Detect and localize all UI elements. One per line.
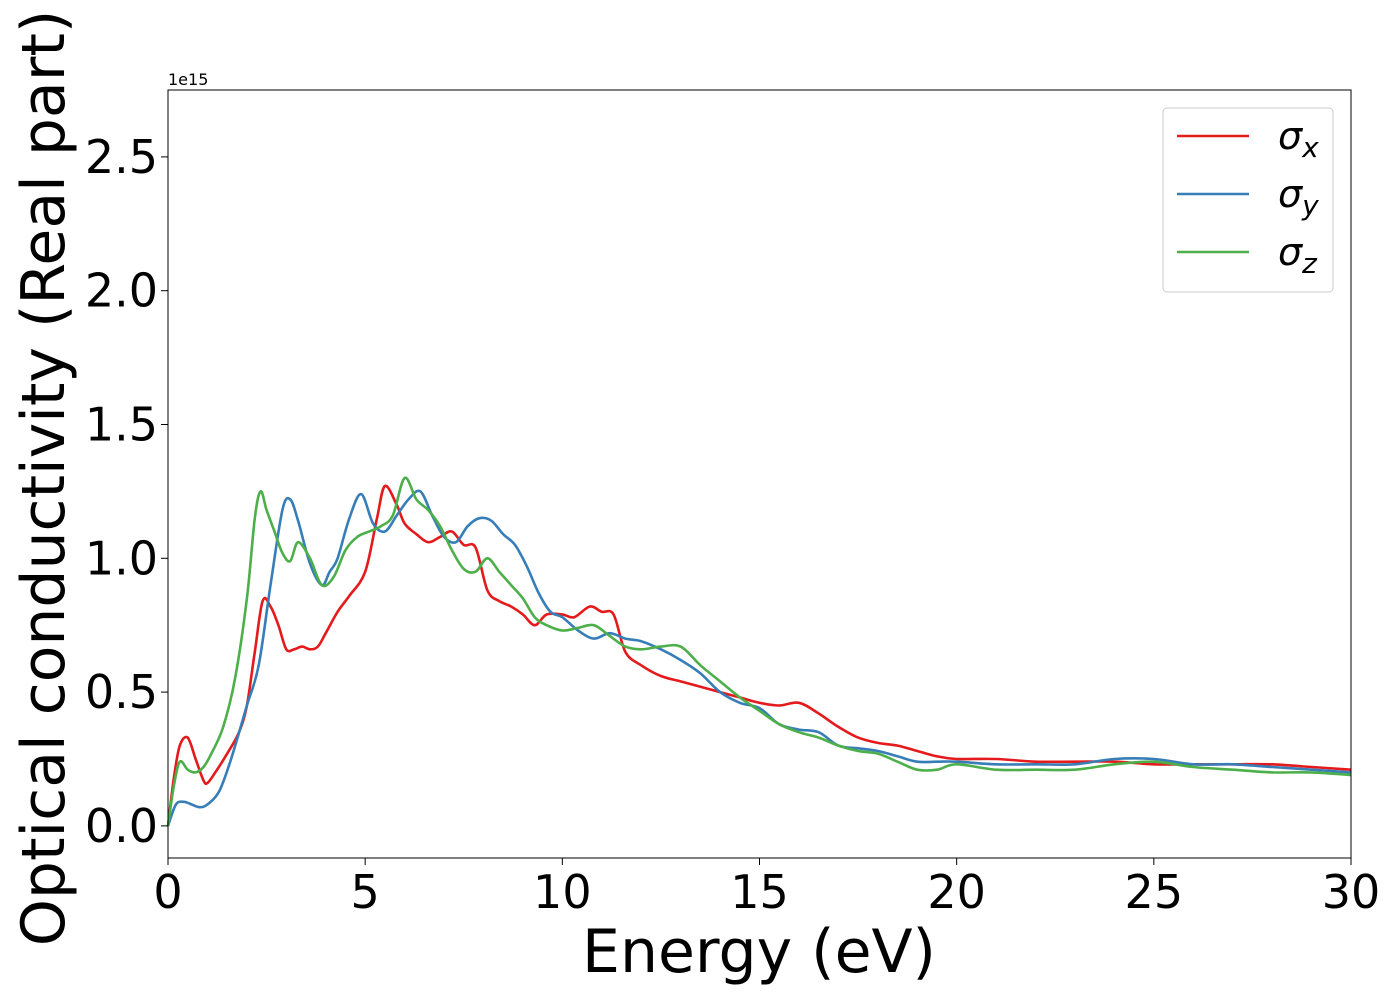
- legend: σx σy σz: [1162, 107, 1334, 293]
- y-tick-label: 0.0: [85, 799, 158, 853]
- x-tick-label: 30: [1322, 865, 1381, 919]
- y-tick-label: 2.5: [85, 130, 158, 184]
- y-axis-title: Optical conductivity (Real part): [9, 10, 79, 947]
- legend-label-x: σx: [1278, 114, 1319, 164]
- series-line-y: [166, 489, 1352, 827]
- series-layer: [166, 476, 1352, 827]
- x-tick-label: 20: [927, 865, 986, 919]
- legend-label-y: σy: [1278, 172, 1319, 222]
- legend-box: [1162, 107, 1334, 293]
- x-tick-label: 0: [153, 865, 182, 919]
- x-axis-title: Energy (eV): [582, 917, 936, 987]
- y-tick-label: 1.0: [85, 531, 158, 585]
- y-tick-label: 1.5: [85, 397, 158, 451]
- y-tick-label: 2.0: [85, 264, 158, 318]
- x-tick-label: 10: [533, 865, 592, 919]
- axes-layer: 0 5 10 15 20 25 30 0.0 0.5 1.0 1.5 2.0 2.5: [85, 130, 1380, 919]
- series-line-z: [166, 476, 1352, 827]
- series-line-x: [166, 484, 1352, 827]
- legend-label-z: σz: [1278, 230, 1318, 280]
- x-tick-label: 15: [730, 865, 789, 919]
- y-offset-text: 1e15: [168, 70, 208, 89]
- x-tick-label: 25: [1125, 865, 1184, 919]
- x-tick-label: 5: [351, 865, 380, 919]
- y-tick-label: 0.5: [85, 665, 158, 719]
